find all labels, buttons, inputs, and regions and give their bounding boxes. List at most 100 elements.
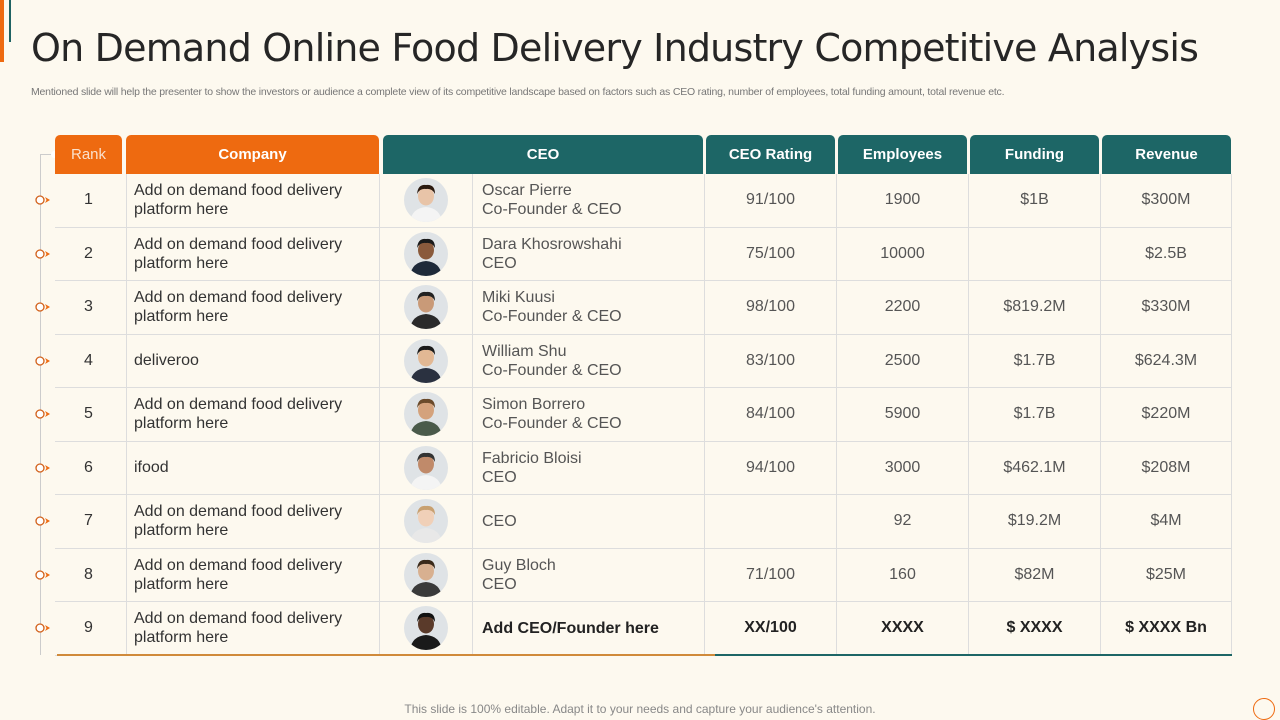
header-funding: Funding	[970, 135, 1099, 174]
funding-cell: $1B	[969, 174, 1101, 227]
timeline-line	[40, 154, 41, 655]
table-row: 6 ifood Fabricio Bloisi CEO 94/100 3000 …	[35, 441, 1232, 495]
ceo-avatar	[404, 445, 448, 490]
table-row: 4 deliveroo William Shu Co-Founder & CEO…	[35, 334, 1232, 388]
header-rank: Rank	[55, 135, 122, 174]
revenue-cell: $208M	[1101, 441, 1232, 494]
rank-cell: 5	[84, 405, 93, 423]
ceo-avatar	[404, 392, 448, 437]
funding-cell: $ XXXX	[969, 602, 1101, 655]
ceo-photo-cell	[380, 548, 473, 601]
ceo-name: Simon Borrero	[482, 396, 586, 414]
company-cell: Add on demand food delivery platform her…	[126, 281, 380, 334]
table-row: 5 Add on demand food delivery platform h…	[35, 388, 1232, 442]
revenue-cell: $ XXXX Bn	[1101, 602, 1232, 655]
funding-cell: $462.1M	[969, 441, 1101, 494]
funding-cell: $819.2M	[969, 281, 1101, 334]
employees-cell: XXXX	[837, 602, 969, 655]
ceo-name: Add CEO/Founder here	[482, 619, 659, 637]
ceo-photo-cell	[380, 281, 473, 334]
corner-ring-decoration	[1253, 698, 1275, 720]
row-marker-icon	[35, 355, 50, 366]
rank-cell: 4	[84, 351, 93, 369]
revenue-cell: $220M	[1101, 388, 1232, 441]
funding-cell: $19.2M	[969, 495, 1101, 548]
company-cell: deliveroo	[126, 334, 380, 387]
ceo-title: Co-Founder & CEO	[482, 361, 622, 379]
ceo-rating-cell: 84/100	[705, 388, 837, 441]
employees-cell: 160	[837, 548, 969, 601]
ceo-photo-cell	[380, 227, 473, 280]
ceo-rating-cell: 98/100	[705, 281, 837, 334]
ceo-photo-cell	[380, 388, 473, 441]
ceo-title: Co-Founder & CEO	[482, 415, 622, 433]
rank-cell: 1	[84, 191, 93, 209]
employees-cell: 3000	[837, 441, 969, 494]
rank-cell: 6	[84, 458, 93, 476]
rank-cell: 2	[84, 244, 93, 262]
row-marker-icon	[35, 409, 50, 419]
ceo-avatar	[404, 606, 448, 651]
ceo-rating-cell: XX/100	[705, 602, 837, 655]
funding-cell: $82M	[969, 548, 1101, 601]
ceo-title: CEO	[482, 468, 517, 486]
rank-cell: 8	[84, 565, 93, 583]
revenue-cell: $300M	[1101, 174, 1232, 227]
table-row: 7 Add on demand food delivery platform h…	[35, 495, 1232, 549]
company-cell: Add on demand food delivery platform her…	[126, 602, 380, 655]
ceo-photo-cell	[380, 441, 473, 494]
employees-cell: 92	[837, 495, 969, 548]
page-subtitle: Mentioned slide will help the presenter …	[31, 86, 1005, 98]
rank-cell: 9	[84, 619, 93, 637]
table-row: 2 Add on demand food delivery platform h…	[35, 227, 1232, 281]
ceo-rating-cell: 94/100	[705, 441, 837, 494]
table-bottom-line	[57, 654, 1232, 656]
ceo-title: CEO	[482, 575, 517, 593]
company-cell: Add on demand food delivery platform her…	[126, 227, 380, 280]
header-revenue: Revenue	[1102, 135, 1231, 174]
company-cell: Add on demand food delivery platform her…	[126, 495, 380, 548]
revenue-cell: $330M	[1101, 281, 1232, 334]
rank-cell: 3	[84, 298, 93, 316]
row-marker-icon	[35, 302, 50, 312]
ceo-avatar	[404, 552, 448, 597]
ceo-avatar	[404, 285, 448, 330]
company-cell: ifood	[126, 441, 380, 494]
employees-cell: 2200	[837, 281, 969, 334]
header-ceo: CEO	[383, 135, 703, 174]
revenue-cell: $624.3M	[1101, 334, 1232, 387]
ceo-avatar	[404, 231, 448, 276]
employees-cell: 5900	[837, 388, 969, 441]
ceo-rating-cell: 75/100	[705, 227, 837, 280]
ceo-name: Dara Khosrowshahi	[482, 235, 622, 253]
ceo-name: William Shu	[482, 342, 567, 360]
timeline-dot	[51, 151, 58, 158]
row-marker-icon	[35, 248, 50, 259]
ceo-avatar	[404, 178, 448, 223]
company-cell: Add on demand food delivery platform her…	[126, 174, 380, 227]
ceo-photo-cell	[380, 334, 473, 387]
revenue-cell: $2.5B	[1101, 227, 1232, 280]
ceo-rating-cell: 71/100	[705, 548, 837, 601]
footer-note: This slide is 100% editable. Adapt it to…	[404, 702, 876, 716]
employees-cell: 2500	[837, 334, 969, 387]
ceo-photo-cell	[380, 495, 473, 548]
company-cell: Add on demand food delivery platform her…	[126, 548, 380, 601]
employees-cell: 10000	[837, 227, 969, 280]
funding-cell: $1.7B	[969, 334, 1101, 387]
accent-bar-orange	[0, 0, 4, 62]
ceo-title: Co-Founder & CEO	[482, 201, 622, 219]
ceo-rating-cell	[705, 495, 837, 548]
ceo-title: CEO	[482, 254, 517, 272]
funding-cell: $1.7B	[969, 388, 1101, 441]
header-ceo-rating: CEO Rating	[706, 135, 835, 174]
revenue-cell: $25M	[1101, 548, 1232, 601]
ceo-rating-cell: 83/100	[705, 334, 837, 387]
ceo-name: Fabricio Bloisi	[482, 449, 582, 467]
ceo-title: CEO	[482, 512, 517, 530]
table-row: 9 Add on demand food delivery platform h…	[35, 602, 1232, 656]
ceo-name: Guy Bloch	[482, 556, 556, 574]
ceo-photo-cell	[380, 174, 473, 227]
rank-cell: 7	[84, 512, 93, 530]
row-marker-icon	[35, 462, 50, 473]
